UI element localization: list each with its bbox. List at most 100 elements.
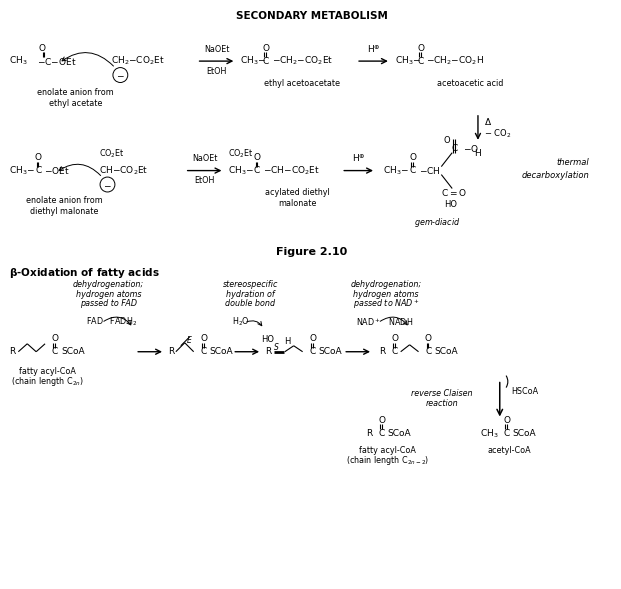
Text: SCoA: SCoA (388, 429, 412, 438)
Text: NAD$^+$   NADH: NAD$^+$ NADH (356, 316, 414, 327)
Text: O: O (35, 153, 42, 162)
Text: O: O (263, 44, 270, 52)
Text: SCoA: SCoA (209, 348, 233, 356)
Text: (chain length C$_{2n-2}$): (chain length C$_{2n-2}$) (346, 454, 430, 466)
Text: $-$ CO$_2$: $-$ CO$_2$ (484, 127, 511, 140)
Text: $S$: $S$ (273, 340, 279, 352)
Text: $-$CH$_2$$-$CO$_2$Et: $-$CH$_2$$-$CO$_2$Et (272, 55, 333, 67)
Text: C: C (263, 57, 269, 65)
Text: O: O (309, 335, 316, 343)
Text: C$=$O: C$=$O (442, 187, 467, 198)
Text: C: C (201, 348, 207, 356)
Text: SECONDARY METABOLISM: SECONDARY METABOLISM (236, 11, 388, 21)
Text: O: O (503, 416, 510, 425)
Text: SCoA: SCoA (319, 348, 342, 356)
Text: C: C (504, 429, 510, 438)
Text: $-$CH$-$CO$_2$Et: $-$CH$-$CO$_2$Et (263, 164, 320, 177)
Text: $-$CH$_2$$-$CO$_2$H: $-$CH$_2$$-$CO$_2$H (427, 55, 484, 67)
Text: CH$-$CO$_2$Et: CH$-$CO$_2$Et (99, 164, 148, 177)
Text: O: O (409, 153, 416, 162)
Text: C: C (309, 348, 315, 356)
Text: $-$: $-$ (103, 180, 112, 189)
Text: O: O (425, 335, 432, 343)
Text: $gem$-diacid: $gem$-diacid (414, 216, 461, 229)
Text: hydration of: hydration of (226, 290, 274, 299)
Text: H$^{\oplus}$: H$^{\oplus}$ (366, 44, 380, 55)
Text: SCoA: SCoA (434, 348, 458, 356)
Text: enolate anion from: enolate anion from (37, 88, 114, 97)
Text: SCoA: SCoA (512, 429, 537, 438)
Text: reverse Claisen: reverse Claisen (412, 389, 473, 398)
Text: hydrogen atoms: hydrogen atoms (76, 290, 141, 299)
Text: R: R (9, 348, 16, 356)
Text: malonate: malonate (278, 199, 317, 208)
Text: fatty acyl-CoA: fatty acyl-CoA (360, 446, 416, 455)
Text: EtOH: EtOH (194, 176, 215, 185)
Text: CH$_3$$-$: CH$_3$$-$ (9, 164, 35, 177)
Text: acetoacetic acid: acetoacetic acid (437, 78, 503, 88)
Text: $-$O: $-$O (463, 143, 479, 154)
Text: $-$OEt: $-$OEt (44, 165, 70, 176)
Text: reaction: reaction (426, 399, 459, 408)
Text: C: C (451, 144, 457, 153)
Text: O: O (200, 335, 207, 343)
Text: CH$_3$: CH$_3$ (480, 427, 499, 439)
Text: ethyl acetoacetate: ethyl acetoacetate (264, 78, 340, 88)
Text: O: O (253, 153, 261, 162)
Text: HO: HO (444, 200, 457, 209)
Text: (chain length C$_{2n}$): (chain length C$_{2n}$) (11, 375, 83, 388)
Text: passed to FAD: passed to FAD (80, 299, 137, 309)
Text: O: O (391, 335, 398, 343)
Text: O: O (39, 44, 45, 52)
Text: O: O (444, 136, 451, 145)
Text: dehydrogenation;: dehydrogenation; (73, 280, 144, 289)
Text: H: H (474, 149, 481, 158)
Text: CH$_3$: CH$_3$ (9, 55, 28, 67)
Text: HSCoA: HSCoA (512, 387, 539, 396)
Text: HO: HO (261, 335, 274, 345)
Text: $-$: $-$ (116, 71, 125, 80)
Text: enolate anion from: enolate anion from (25, 196, 102, 205)
Text: thermal: thermal (556, 158, 589, 167)
Text: acetyl-CoA: acetyl-CoA (488, 446, 532, 455)
Text: CH$_3$$-$: CH$_3$$-$ (240, 55, 266, 67)
Text: $-$C$-$OEt: $-$C$-$OEt (37, 55, 76, 67)
Text: O: O (52, 335, 58, 343)
Text: $\mathbf{\beta}$-Oxidation of fatty acids: $\mathbf{\beta}$-Oxidation of fatty acid… (9, 266, 160, 280)
Text: C: C (35, 166, 41, 175)
Text: H$_2$O: H$_2$O (232, 316, 250, 328)
Text: EtOH: EtOH (206, 67, 227, 75)
Text: O: O (378, 416, 386, 425)
Text: C: C (379, 429, 385, 438)
Text: passed to NAD$^+$: passed to NAD$^+$ (353, 297, 419, 311)
Text: R: R (265, 348, 271, 356)
Text: CH$_2$$-$CO$_2$Et: CH$_2$$-$CO$_2$Et (111, 55, 165, 67)
Text: $E$: $E$ (186, 334, 193, 345)
Text: C: C (417, 57, 424, 65)
Text: R: R (168, 348, 174, 356)
Text: fatty acyl-CoA: fatty acyl-CoA (19, 367, 76, 376)
Text: diethyl malonate: diethyl malonate (30, 207, 98, 216)
Text: CO$_2$Et: CO$_2$Et (229, 147, 254, 160)
Text: ethyl acetate: ethyl acetate (49, 100, 102, 108)
Text: CH$_3$$-$: CH$_3$$-$ (383, 164, 409, 177)
Text: FAD   FADH$_2$: FAD FADH$_2$ (86, 316, 137, 328)
Text: double bond: double bond (225, 299, 275, 309)
Text: Figure 2.10: Figure 2.10 (276, 247, 348, 257)
Text: C: C (392, 348, 398, 356)
Text: $\Delta$: $\Delta$ (484, 116, 492, 127)
Text: O: O (417, 44, 424, 52)
Text: CH$_3$$-$: CH$_3$$-$ (395, 55, 421, 67)
Text: NaOEt: NaOEt (192, 154, 217, 163)
Text: decarboxylation: decarboxylation (521, 171, 589, 180)
Text: C: C (52, 348, 58, 356)
Text: CH$_3$$-$: CH$_3$$-$ (229, 164, 255, 177)
Text: dehydrogenation;: dehydrogenation; (350, 280, 422, 289)
Text: C: C (425, 348, 432, 356)
Text: R: R (366, 429, 372, 438)
Text: H: H (284, 337, 290, 346)
Text: hydrogen atoms: hydrogen atoms (353, 290, 419, 299)
Text: stereospecific: stereospecific (222, 280, 278, 289)
Text: $-$CH: $-$CH (419, 165, 440, 176)
Text: H$^{\oplus}$: H$^{\oplus}$ (351, 153, 365, 164)
